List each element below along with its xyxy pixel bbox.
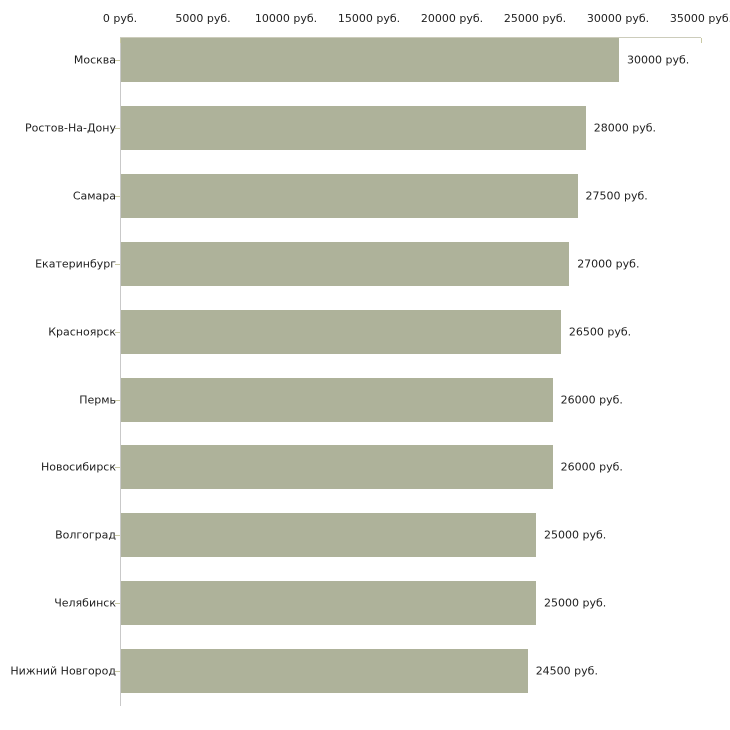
y-axis-tick-mark	[115, 603, 120, 605]
category-label: Красноярск	[48, 325, 116, 339]
value-label: 30000 руб.	[627, 53, 690, 67]
x-axis-tick-label: 0 руб.	[102, 12, 138, 25]
y-axis-tick-mark	[115, 195, 120, 197]
category-label: Екатеринбург	[35, 257, 116, 271]
value-label: 27000 руб.	[577, 257, 640, 271]
bar	[121, 513, 536, 558]
x-axis-line	[120, 37, 701, 38]
bar	[121, 649, 528, 694]
y-axis-tick-mark	[115, 60, 120, 61]
bar	[121, 309, 561, 354]
x-axis-tick-label: 10000 руб.	[254, 12, 318, 25]
value-label: 26000 руб.	[560, 460, 623, 474]
value-label: 25000 руб.	[544, 528, 607, 542]
value-label: 24500 руб.	[535, 664, 598, 678]
category-label: Ростов-На-Дону	[24, 121, 116, 135]
x-axis-tick-mark	[120, 38, 121, 43]
y-axis-tick-mark	[115, 535, 120, 537]
value-label: 25000 руб.	[544, 596, 607, 610]
value-label: 28000 руб.	[593, 121, 657, 135]
category-label: Нижний Новгород	[10, 664, 116, 678]
x-axis-tick-label: 25000 руб.	[503, 12, 567, 25]
x-axis-tick-mark	[701, 38, 702, 43]
y-axis-tick-mark	[115, 467, 120, 469]
bar	[121, 377, 553, 422]
category-label: Челябинск	[54, 596, 116, 610]
bar	[121, 445, 553, 490]
category-label: Москва	[73, 53, 116, 67]
x-axis-tick-label: 35000 руб.	[669, 12, 730, 25]
bar	[121, 581, 536, 626]
x-axis-tick-label: 20000 руб.	[420, 12, 484, 25]
category-label: Новосибирск	[40, 460, 116, 474]
bar	[121, 241, 570, 286]
value-label: 26500 руб.	[568, 325, 632, 339]
y-axis-tick-mark	[115, 671, 120, 673]
bar	[121, 173, 578, 218]
bar	[121, 38, 619, 82]
y-axis-tick-mark	[115, 331, 120, 333]
category-label: Волгоград	[55, 528, 116, 542]
value-label: 26000 руб.	[560, 393, 623, 406]
y-axis-tick-mark	[115, 399, 120, 401]
bar	[121, 105, 586, 150]
category-label: Самара	[72, 189, 116, 203]
x-axis-tick-label: 30000 руб.	[586, 12, 650, 25]
x-axis-tick-label: 5000 руб.	[175, 12, 231, 25]
value-label: 27500 руб.	[585, 189, 648, 203]
y-axis-tick-mark	[115, 127, 120, 129]
y-axis-line	[120, 37, 121, 706]
x-axis-tick-label: 15000 руб.	[337, 12, 401, 25]
category-label: Пермь	[79, 393, 116, 406]
y-axis-tick-mark	[115, 263, 120, 265]
